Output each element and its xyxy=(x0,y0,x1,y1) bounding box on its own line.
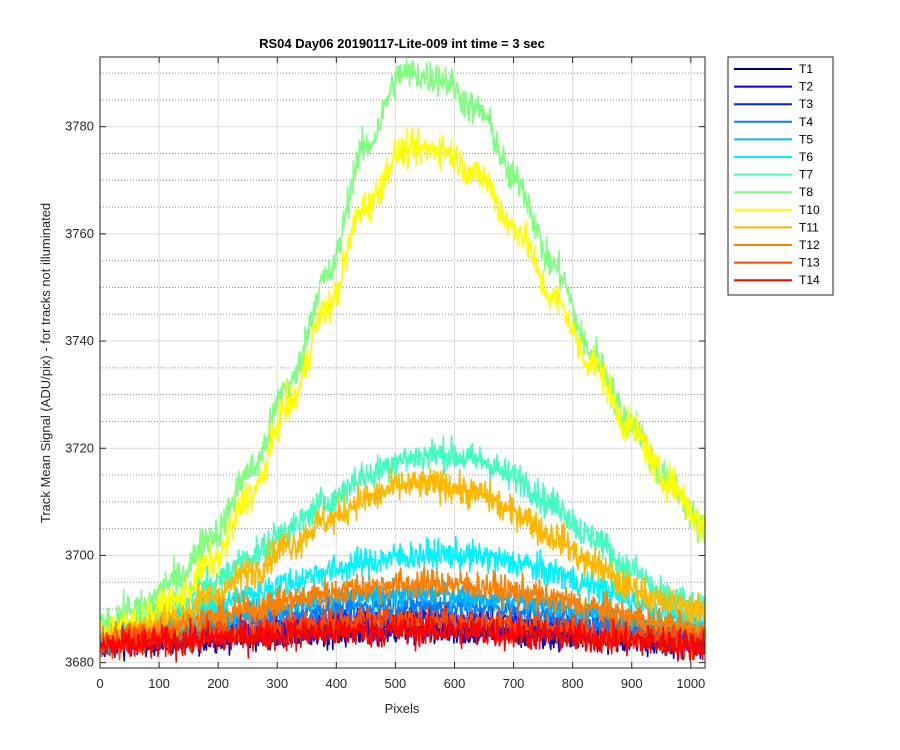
y-tick-label: 3780 xyxy=(65,119,94,134)
series-line-t10 xyxy=(99,126,706,645)
legend: T1 T2 T3 T4 T5 T6 T7 T8 T10 T11 T12 T13 T14 xyxy=(727,56,834,296)
legend-label: T6 xyxy=(799,150,813,164)
axis-ticks: 0 100 200 300 400 500 600 700 800 900 1000 3680 3700… xyxy=(65,57,705,691)
legend-label: T10 xyxy=(799,203,820,217)
x-tick-label: 900 xyxy=(621,676,643,691)
y-axis-label: Track Mean Signal (ADU/pix) - for tracks… xyxy=(38,203,53,523)
plot-area-border xyxy=(99,56,706,669)
legend-box xyxy=(727,56,834,296)
x-tick-label: 500 xyxy=(385,676,407,691)
series-line-t14 xyxy=(99,608,706,663)
x-tick-label: 100 xyxy=(148,676,170,691)
x-tick-label: 800 xyxy=(562,676,584,691)
x-tick-label: 0 xyxy=(96,676,103,691)
legend-label: T12 xyxy=(799,238,820,252)
legend-label: T5 xyxy=(799,132,813,146)
x-tick-label: 300 xyxy=(266,676,288,691)
legend-label: T2 xyxy=(799,80,813,94)
legend-label: T1 xyxy=(799,62,813,76)
legend-items: T1 T2 T3 T4 T5 T6 T7 T8 T10 T11 T12 T13 T14 xyxy=(734,62,820,287)
legend-label: T14 xyxy=(799,273,820,287)
legend-label: T8 xyxy=(799,185,813,199)
chart-title: RS04 Day06 20190117-Lite-009 int time = … xyxy=(259,36,545,51)
y-tick-label: 3680 xyxy=(65,655,94,670)
x-axis-label: Pixels xyxy=(385,701,420,716)
y-tick-label: 3720 xyxy=(65,440,94,455)
series-group xyxy=(99,58,706,663)
y-tick-label: 3700 xyxy=(65,547,94,562)
x-tick-label: 200 xyxy=(207,676,229,691)
x-tick-label: 600 xyxy=(444,676,466,691)
x-tick-label: 1000 xyxy=(676,676,705,691)
legend-label: T13 xyxy=(799,256,820,270)
x-tick-label: 400 xyxy=(325,676,347,691)
legend-label: T3 xyxy=(799,97,813,111)
y-tick-label: 3760 xyxy=(65,226,94,241)
y-tick-label: 3740 xyxy=(65,333,94,348)
x-tick-label: 700 xyxy=(503,676,525,691)
legend-label: T7 xyxy=(799,168,813,182)
legend-label: T4 xyxy=(799,115,813,129)
series-line-t12 xyxy=(99,566,706,653)
legend-label: T11 xyxy=(799,220,819,234)
series-line-t11 xyxy=(100,466,706,650)
